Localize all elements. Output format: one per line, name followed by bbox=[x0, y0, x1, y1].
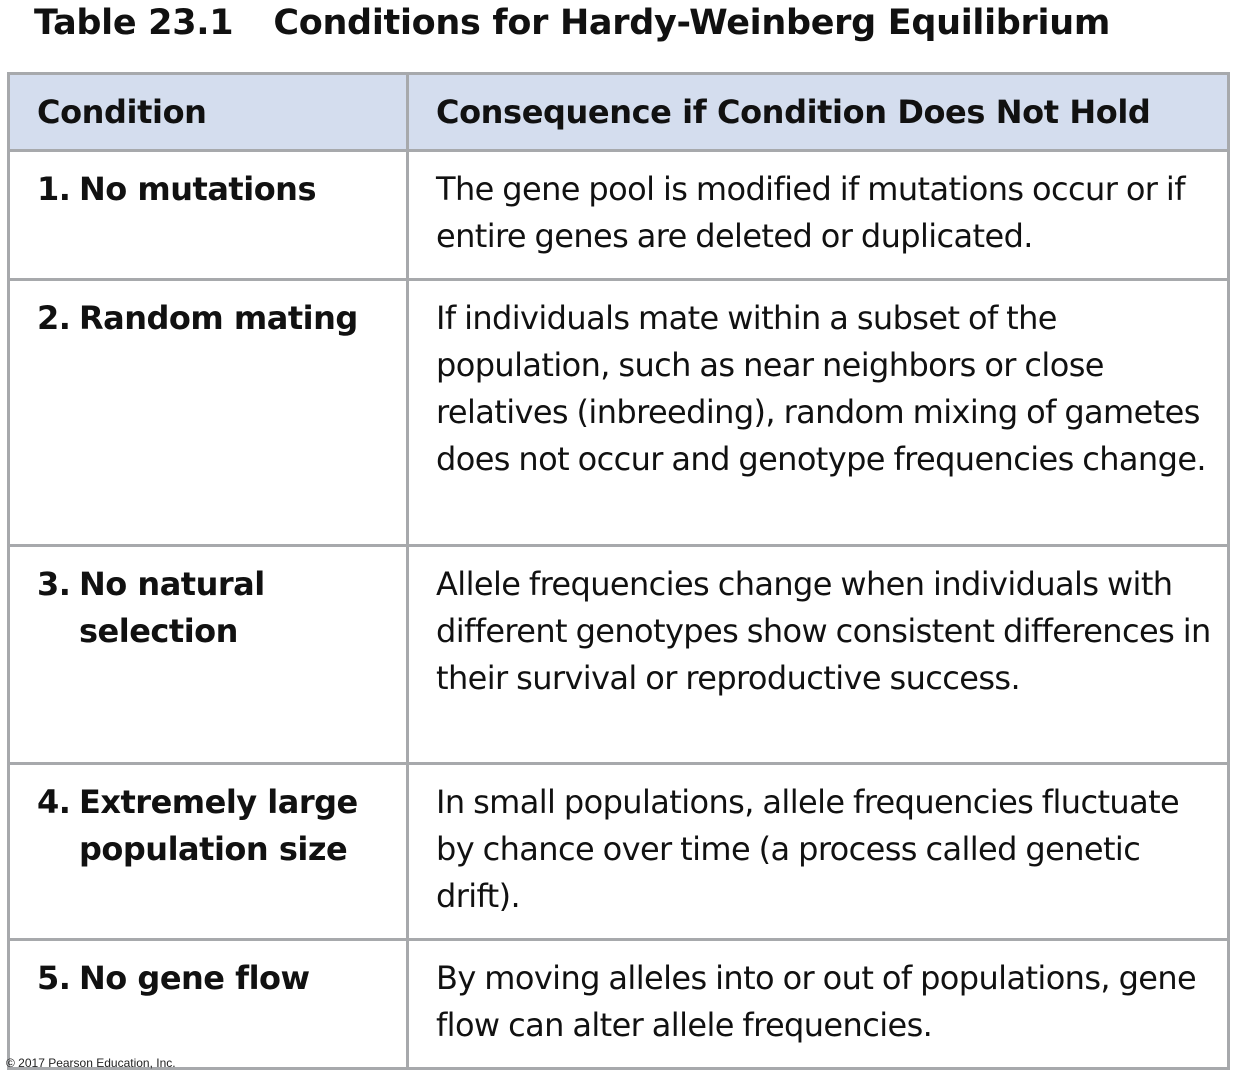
table-number: Table 23.1 bbox=[34, 3, 234, 43]
condition-number: 5. bbox=[37, 959, 71, 997]
table-row: 5. No gene flow By moving alleles into or… bbox=[7, 938, 1230, 1070]
table-row: 1. No mutations The gene pool is modified… bbox=[7, 149, 1230, 281]
column-header-consequence: Consequence if Condition Does Not Hold bbox=[406, 72, 1230, 152]
condition-cell: 2. Random mating bbox=[7, 278, 409, 547]
consequence-text: The gene pool is modified if mutations o… bbox=[436, 170, 1186, 255]
table-caption: Conditions for Hardy-Weinberg Equilibriu… bbox=[273, 3, 1111, 43]
table-title: Table 23.1 Conditions for Hardy-Weinberg … bbox=[34, 0, 1110, 46]
table-row: 3. No natural selection Allele frequencie… bbox=[7, 544, 1230, 765]
condition-text: Extremely large population size bbox=[79, 783, 358, 868]
condition-number: 4. bbox=[37, 783, 71, 821]
table-row: 2. Random mating If individuals mate with… bbox=[7, 278, 1230, 547]
condition-text: No gene flow bbox=[79, 959, 310, 997]
condition-text: No natural selection bbox=[79, 565, 265, 650]
consequence-text: By moving alleles into or out of populat… bbox=[436, 959, 1197, 1044]
condition-cell: 4. Extremely large population size bbox=[7, 762, 409, 941]
consequence-cell: By moving alleles into or out of populat… bbox=[406, 938, 1230, 1070]
header-row: Condition Consequence if Condition Does … bbox=[7, 72, 1230, 152]
condition-number: 3. bbox=[37, 565, 71, 603]
condition-cell: 5. No gene flow bbox=[7, 938, 409, 1070]
copyright-notice: © 2017 Pearson Education, Inc. bbox=[6, 1056, 176, 1070]
condition-cell: 3. No natural selection bbox=[7, 544, 409, 765]
condition-text: Random mating bbox=[79, 299, 358, 337]
consequence-text: Allele frequencies change when individua… bbox=[436, 565, 1211, 697]
conditions-table: Condition Consequence if Condition Does … bbox=[7, 72, 1230, 1070]
condition-text: No mutations bbox=[79, 170, 317, 208]
column-header-condition: Condition bbox=[7, 72, 409, 152]
consequence-cell: In small populations, allele frequencies… bbox=[406, 762, 1230, 941]
consequence-cell: If individuals mate within a subset of t… bbox=[406, 278, 1230, 547]
consequence-text: If individuals mate within a subset of t… bbox=[436, 299, 1207, 478]
condition-cell: 1. No mutations bbox=[7, 149, 409, 281]
table-row: 4. Extremely large population size In sma… bbox=[7, 762, 1230, 941]
consequence-cell: The gene pool is modified if mutations o… bbox=[406, 149, 1230, 281]
consequence-text: In small populations, allele frequencies… bbox=[436, 783, 1180, 915]
consequence-cell: Allele frequencies change when individua… bbox=[406, 544, 1230, 765]
condition-number: 2. bbox=[37, 299, 71, 337]
condition-number: 1. bbox=[37, 170, 71, 208]
